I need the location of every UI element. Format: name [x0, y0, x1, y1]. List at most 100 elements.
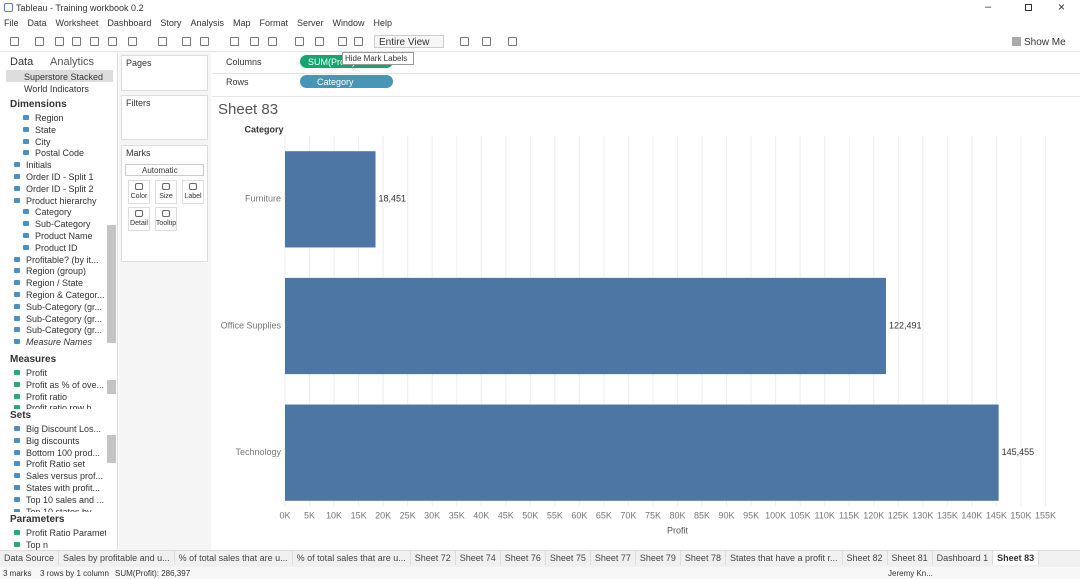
- field[interactable]: Region & Categor...: [26, 290, 105, 300]
- field[interactable]: Order ID - Split 1: [26, 172, 94, 182]
- toolbar-icon[interactable]: [200, 37, 209, 46]
- field[interactable]: Sub-Category (gr...: [26, 301, 103, 312]
- field[interactable]: Profit: [26, 368, 48, 378]
- field[interactable]: Order ID - Split 2: [26, 183, 94, 194]
- toolbar-icon[interactable]: [482, 37, 491, 46]
- data-source[interactable]: Superstore Stacked: [24, 72, 104, 82]
- field[interactable]: Region: [35, 113, 64, 123]
- toolbar-icon[interactable]: [55, 37, 64, 46]
- scrollbar[interactable]: [107, 380, 116, 394]
- sheet-tab[interactable]: Data Source: [0, 551, 60, 565]
- menu-item[interactable]: File: [4, 18, 19, 28]
- field[interactable]: States with profit...: [26, 483, 101, 493]
- mark-button[interactable]: [155, 207, 177, 231]
- toolbar-icon[interactable]: [90, 37, 99, 46]
- menu-item[interactable]: Worksheet: [55, 18, 99, 28]
- field[interactable]: Top n: [26, 539, 49, 550]
- sheet-tab[interactable]: % of total sales that are u...: [175, 551, 293, 565]
- mark-button[interactable]: [128, 180, 150, 204]
- sheet-tab[interactable]: Sheet 76: [501, 551, 546, 565]
- toolbar-icon[interactable]: [268, 37, 277, 46]
- toolbar-icon[interactable]: [460, 37, 469, 46]
- field[interactable]: Profit ratio: [26, 391, 68, 402]
- field[interactable]: Product Name: [35, 231, 93, 241]
- field[interactable]: Profit Ratio set: [26, 459, 86, 470]
- toolbar-icon[interactable]: [508, 37, 517, 46]
- sheet-tab[interactable]: Sheet 83: [993, 551, 1040, 565]
- field[interactable]: State: [35, 124, 57, 135]
- field[interactable]: Sub-Category: [35, 219, 91, 230]
- menu-item[interactable]: Map: [232, 18, 251, 28]
- field[interactable]: Product ID: [35, 242, 78, 253]
- field[interactable]: Big discounts: [26, 435, 80, 446]
- field[interactable]: Region / State: [26, 278, 84, 289]
- field[interactable]: Profit as % of ove...: [26, 379, 105, 390]
- field[interactable]: Measure Names: [26, 337, 93, 348]
- sheet-tab[interactable]: Sales by profitable and u...: [59, 551, 175, 565]
- field[interactable]: Profitable? (by it...: [26, 254, 99, 265]
- toolbar-icon[interactable]: [128, 37, 137, 46]
- sheet-tab[interactable]: Sheet 77: [591, 551, 636, 565]
- scrollbar[interactable]: [107, 435, 116, 463]
- view-dropdown[interactable]: [374, 35, 444, 48]
- sheet-tab[interactable]: Sheet 81: [888, 551, 933, 565]
- scrollbar[interactable]: [107, 225, 116, 343]
- data-tab[interactable]: Data: [10, 56, 34, 68]
- field[interactable]: Sales versus prof...: [26, 471, 104, 482]
- field[interactable]: Region (group): [26, 266, 87, 277]
- toolbar-icon[interactable]: [10, 37, 19, 46]
- toolbar-icon[interactable]: [182, 37, 191, 46]
- field[interactable]: Sub-Category (gr...: [26, 325, 103, 336]
- sheet-tab[interactable]: Sheet 82: [843, 551, 888, 565]
- toolbar-icon[interactable]: [35, 37, 44, 46]
- toolbar-icon[interactable]: [250, 37, 259, 46]
- sheet-tab[interactable]: % of total sales that are u...: [293, 551, 411, 565]
- field[interactable]: City: [35, 136, 51, 147]
- show-me[interactable]: Show Me: [1024, 37, 1066, 48]
- close[interactable]: ×: [1058, 0, 1066, 14]
- sheet-tab[interactable]: Sheet 74: [456, 551, 501, 565]
- field[interactable]: Profit ratio row b...: [26, 403, 100, 409]
- menu-item[interactable]: Format: [259, 18, 288, 28]
- field[interactable]: Sub-Category (gr...: [26, 313, 103, 324]
- mark-button[interactable]: [128, 207, 150, 231]
- toolbar-icon[interactable]: [338, 37, 347, 46]
- analytics-tab[interactable]: Analytics: [50, 56, 95, 68]
- field[interactable]: Initials: [26, 160, 52, 171]
- menu-item[interactable]: Help: [373, 18, 393, 28]
- sheet-tab[interactable]: States that have a profit r...: [726, 551, 843, 565]
- mark-button[interactable]: [155, 180, 177, 204]
- field[interactable]: Category: [35, 207, 72, 218]
- maximize[interactable]: [1025, 4, 1032, 11]
- field[interactable]: Big Discount Los...: [26, 424, 102, 434]
- sheet-tab[interactable]: Sheet 75: [546, 551, 591, 565]
- pill[interactable]: [300, 75, 393, 88]
- toolbar-icon[interactable]: [230, 37, 239, 46]
- mark-type[interactable]: [125, 164, 204, 176]
- data-source[interactable]: World Indicators: [24, 84, 89, 94]
- field[interactable]: Top 10 states by...: [26, 506, 99, 512]
- sheet-tab[interactable]: Sheet 79: [636, 551, 681, 565]
- field[interactable]: Postal Code: [35, 148, 85, 159]
- toolbar-icon[interactable]: [72, 37, 81, 46]
- menu-item[interactable]: Story: [160, 18, 182, 28]
- status-user[interactable]: Jeremy Kn...: [888, 569, 933, 578]
- sheet-tab[interactable]: Sheet 72: [411, 551, 456, 565]
- minimize[interactable]: –: [985, 1, 992, 13]
- menu-item[interactable]: Window: [332, 18, 365, 28]
- field[interactable]: Top 10 sales and ...: [26, 494, 105, 505]
- sheet-tab[interactable]: Dashboard 1: [933, 551, 994, 565]
- mark-button[interactable]: [182, 180, 204, 204]
- field[interactable]: Product hierarchy: [26, 195, 97, 206]
- field[interactable]: Bottom 100 prod...: [26, 447, 101, 458]
- toolbar-icon[interactable]: [354, 37, 363, 46]
- toolbar-icon[interactable]: [295, 37, 304, 46]
- sheet-tab[interactable]: Sheet 78: [681, 551, 726, 565]
- field[interactable]: Profit Ratio Paramet...: [26, 528, 106, 538]
- menu-item[interactable]: Data: [27, 18, 47, 28]
- toolbar-icon[interactable]: [158, 37, 167, 46]
- menu-item[interactable]: Server: [296, 18, 324, 28]
- toolbar-icon[interactable]: [315, 37, 324, 46]
- menu-item[interactable]: Analysis: [190, 18, 224, 28]
- toolbar-icon[interactable]: [108, 37, 117, 46]
